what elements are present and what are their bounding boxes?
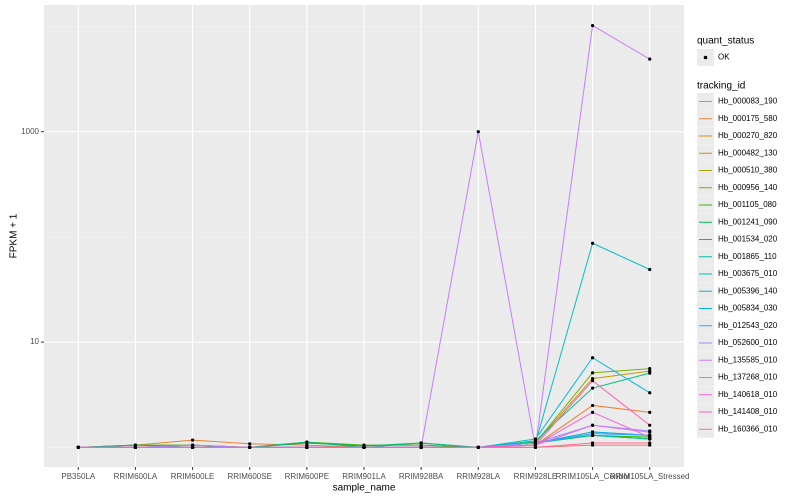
x-tick-label: RRIM928BA xyxy=(399,472,444,481)
legend-label: Hb_001534_020 xyxy=(718,235,778,244)
data-point xyxy=(590,379,595,383)
data-point xyxy=(248,442,252,446)
data-point xyxy=(590,386,595,390)
x-tick-label: RRIM901LA xyxy=(342,472,386,481)
legend-label: Hb_001105_080 xyxy=(718,200,777,209)
data-point xyxy=(590,23,595,28)
legend-label: Hb_000175_580 xyxy=(718,114,778,123)
legend-label: Hb_137268_010 xyxy=(718,373,778,382)
data-point xyxy=(648,435,652,439)
data-point xyxy=(648,366,652,371)
legend-label: Hb_000956_140 xyxy=(718,183,778,192)
data-point xyxy=(305,440,309,444)
data-point xyxy=(76,445,80,449)
data-point xyxy=(190,443,195,447)
x-tick-label: RRIM600PE xyxy=(285,472,329,481)
x-tick-label: RRIM105LA_Control xyxy=(556,472,630,481)
legend-label: Hb_005834_030 xyxy=(718,304,778,313)
data-point xyxy=(590,410,595,414)
data-point xyxy=(590,423,595,427)
data-point xyxy=(648,371,652,375)
x-tick-label: RRIM928LA xyxy=(456,472,500,481)
x-tick-label: RRIM105LA_Stressed xyxy=(610,472,690,481)
data-point xyxy=(590,241,595,245)
data-point xyxy=(190,445,195,449)
data-point xyxy=(476,130,480,134)
legend-label: Hb_012543_020 xyxy=(718,321,778,330)
legend-title: quant_status xyxy=(697,36,754,47)
data-point xyxy=(590,403,595,408)
data-point xyxy=(648,57,652,61)
x-axis-title: sample_name xyxy=(333,483,396,494)
data-point xyxy=(648,410,652,414)
data-point xyxy=(648,441,652,445)
legend-label: Hb_052600_010 xyxy=(718,338,778,347)
data-point xyxy=(533,443,538,447)
x-tick-label: RRIM600LE xyxy=(171,472,215,481)
data-point xyxy=(590,432,595,436)
data-point xyxy=(133,445,138,449)
legend-label: Hb_000482_130 xyxy=(718,148,778,157)
data-point xyxy=(362,445,366,449)
legend-label: Hb_000083_190 xyxy=(718,97,778,106)
legend-label: Hb_003675_010 xyxy=(718,269,778,278)
data-point xyxy=(248,445,252,449)
legend-label: Hb_141408_010 xyxy=(718,407,778,416)
y-tick-label: 1000 xyxy=(21,127,39,136)
legend-label: Hb_001241_090 xyxy=(718,217,778,226)
legend-label: Hb_160366_010 xyxy=(718,424,778,433)
legend-label: Hb_000270_820 xyxy=(718,131,778,140)
x-tick-label: RRIM600SE xyxy=(227,472,271,481)
legend-label: OK xyxy=(718,53,730,62)
data-point xyxy=(590,371,595,375)
legend-label: Hb_001865_110 xyxy=(718,252,777,261)
x-tick-label: RRIM600LA xyxy=(114,472,158,481)
data-point xyxy=(533,437,538,441)
legend-point xyxy=(703,55,708,60)
data-point xyxy=(133,443,138,447)
y-axis-title: FPKM + 1 xyxy=(9,213,20,258)
data-point xyxy=(648,267,652,272)
data-point xyxy=(305,445,309,449)
legend-title: tracking_id xyxy=(697,81,745,92)
data-point xyxy=(590,356,595,360)
y-tick-label: 10 xyxy=(30,337,39,346)
data-point xyxy=(419,441,423,445)
data-point xyxy=(648,391,652,395)
legend-label: Hb_000510_380 xyxy=(718,166,778,175)
data-point xyxy=(533,445,538,449)
data-point xyxy=(419,445,423,449)
legend-label: Hb_005396_140 xyxy=(718,286,778,295)
data-point xyxy=(590,441,595,445)
data-point xyxy=(648,423,652,427)
legend-label: Hb_140618_010 xyxy=(718,390,778,399)
x-tick-label: RRIM928LE xyxy=(514,472,558,481)
legend-label: Hb_135585_010 xyxy=(718,355,778,364)
data-point xyxy=(476,445,480,449)
data-point xyxy=(648,430,652,434)
x-tick-label: PB350LA xyxy=(61,472,95,481)
data-point xyxy=(190,438,195,442)
